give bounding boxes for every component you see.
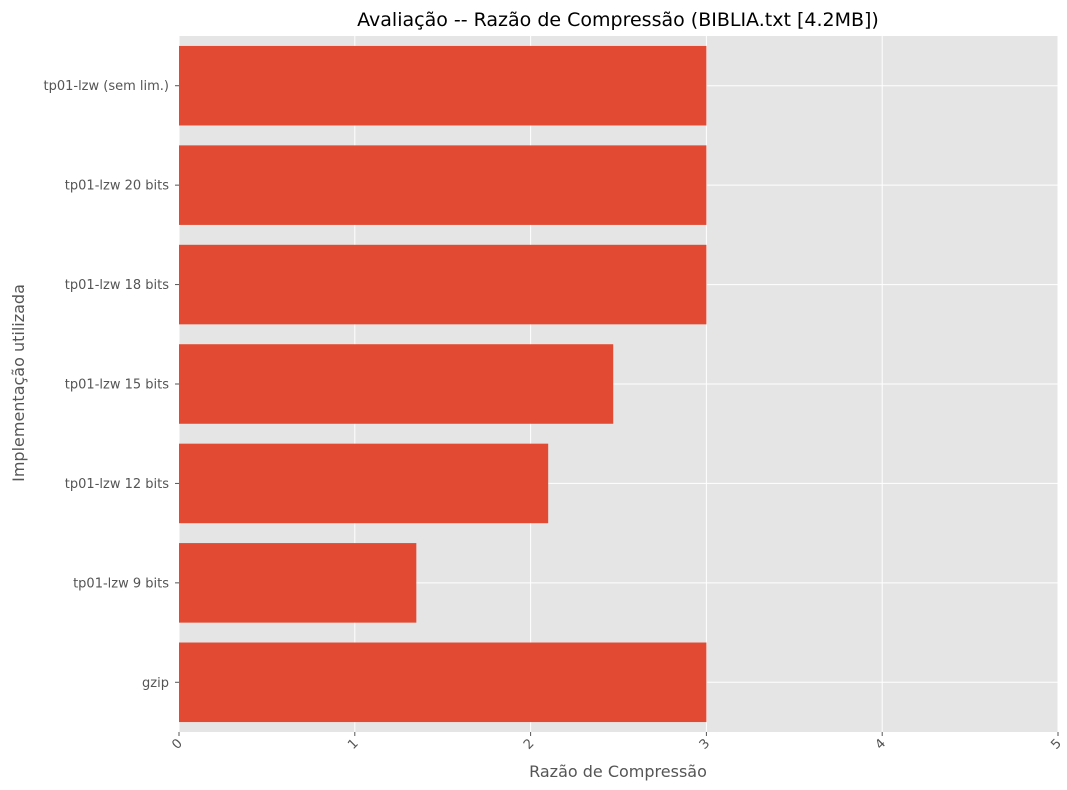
y-tick-label: tp01-lzw 15 bits [65,378,169,393]
y-tick-label: gzip [142,676,169,691]
y-tick-labels: tp01-lzw (sem lim.) tp01-lzw 20 bits tp01-… [43,79,179,691]
x-tick-labels: 0 1 2 3 4 5 [169,732,1065,753]
bar [179,145,707,225]
bar [179,244,707,325]
x-tick-label: 3 [697,736,713,752]
y-tick-label: tp01-lzw 20 bits [65,179,169,194]
x-tick-label: 4 [873,736,889,752]
y-tick-label: tp01-lzw 12 bits [65,477,169,492]
x-tick-label: 5 [1048,736,1064,752]
x-tick-label: 1 [345,736,361,752]
bar [179,45,707,126]
bar [179,344,614,424]
y-axis-label: Implementação utilizada [9,284,28,482]
x-axis-label: Razão de Compressão [529,762,707,781]
y-tick-label: tp01-lzw (sem lim.) [43,79,169,94]
y-tick-label: tp01-lzw 9 bits [73,576,169,591]
bars [179,45,707,723]
bar [179,543,417,623]
bar [179,642,707,723]
x-tick-label: 2 [521,736,537,752]
y-tick-label: tp01-lzw 18 bits [65,278,169,293]
x-tick-label: 0 [169,736,185,752]
chart-title: Avaliação -- Razão de Compressão (BIBLIA… [357,9,879,31]
bar [179,443,549,524]
